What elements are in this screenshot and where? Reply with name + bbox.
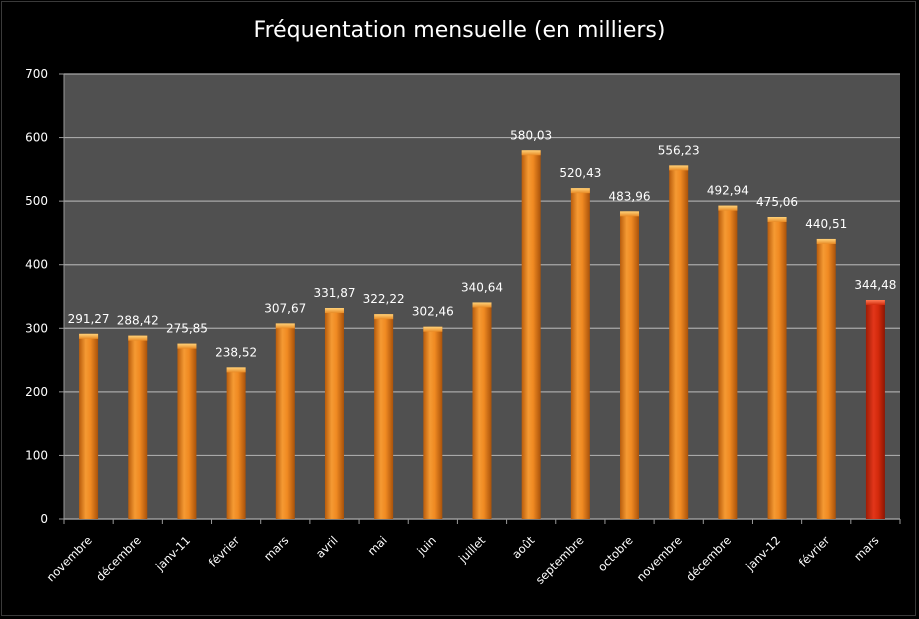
- x-tick-label: mars: [261, 533, 291, 563]
- bar-cap: [226, 367, 246, 373]
- bar: [570, 188, 590, 519]
- x-tick-label: mai: [365, 533, 390, 558]
- data-label: 340,64: [461, 280, 503, 294]
- x-tick-label: décembre: [93, 533, 144, 584]
- y-tick-label: 500: [25, 194, 48, 208]
- x-tick-label: septembre: [533, 533, 587, 587]
- data-label: 307,67: [264, 301, 306, 315]
- data-label: 275,85: [166, 322, 208, 336]
- x-tick-label: octobre: [595, 533, 636, 574]
- y-tick-label: 0: [40, 512, 48, 526]
- data-label: 331,87: [313, 286, 355, 300]
- x-tick-label: janv-12: [742, 533, 783, 574]
- bar: [669, 165, 689, 519]
- bar-cap: [79, 333, 99, 339]
- x-tick-label: juin: [414, 533, 439, 558]
- bar-cap: [275, 323, 295, 329]
- bar: [374, 314, 394, 519]
- bar-cap: [570, 188, 590, 194]
- bar-cap: [865, 300, 885, 306]
- x-tick-label: février: [796, 533, 833, 570]
- x-tick-label: décembre: [683, 533, 734, 584]
- bar: [275, 323, 295, 519]
- y-tick-label: 300: [25, 321, 48, 335]
- y-tick-label: 100: [25, 448, 48, 462]
- x-tick-label: novembre: [44, 533, 95, 584]
- bar-cap: [669, 165, 689, 171]
- data-label: 556,23: [658, 143, 700, 157]
- data-label: 520,43: [559, 166, 601, 180]
- bar-cap: [423, 326, 443, 332]
- data-label: 291,27: [68, 312, 110, 326]
- data-label: 483,96: [609, 189, 651, 203]
- bar: [816, 238, 836, 520]
- bar-cap: [620, 211, 640, 217]
- x-tick-label: février: [206, 533, 243, 570]
- x-tick-label: avril: [313, 533, 341, 561]
- bar-cap: [128, 335, 148, 341]
- bar: [423, 326, 443, 519]
- bar: [718, 205, 738, 520]
- data-label: 322,22: [363, 292, 405, 306]
- bar-cap: [521, 150, 541, 156]
- bar-cap: [374, 314, 394, 320]
- bar: [79, 333, 99, 519]
- bar-cap: [472, 302, 492, 308]
- bar-cap: [718, 205, 738, 211]
- data-label: 238,52: [215, 345, 257, 359]
- x-tick-label: mars: [851, 533, 881, 563]
- x-tick-label: janv-11: [152, 533, 193, 574]
- data-label: 302,46: [412, 305, 454, 319]
- y-tick-label: 700: [25, 67, 48, 81]
- bar: [620, 211, 640, 519]
- data-label: 492,94: [707, 184, 749, 198]
- bar: [472, 302, 492, 519]
- bar: [177, 343, 197, 519]
- bar-cap: [816, 238, 836, 244]
- x-tick-label: août: [509, 533, 538, 562]
- x-tick-label: juillet: [455, 533, 488, 566]
- data-label: 344,48: [854, 278, 896, 292]
- data-label: 440,51: [805, 217, 847, 231]
- bar: [226, 367, 246, 519]
- x-tick-label: novembre: [634, 533, 685, 584]
- y-tick-label: 400: [25, 258, 48, 272]
- bar: [324, 308, 344, 519]
- bar-cap: [324, 308, 344, 314]
- chart-title: Fréquentation mensuelle (en milliers): [253, 18, 666, 43]
- y-tick-label: 600: [25, 131, 48, 145]
- y-tick-label: 200: [25, 385, 48, 399]
- bar-cap: [177, 343, 197, 349]
- bar: [865, 300, 885, 519]
- data-label: 580,03: [510, 128, 552, 142]
- data-label: 288,42: [117, 314, 159, 328]
- data-label: 475,06: [756, 195, 798, 209]
- bar: [128, 335, 148, 519]
- bar: [521, 150, 541, 519]
- bar: [767, 216, 787, 520]
- bar-cap: [767, 216, 787, 222]
